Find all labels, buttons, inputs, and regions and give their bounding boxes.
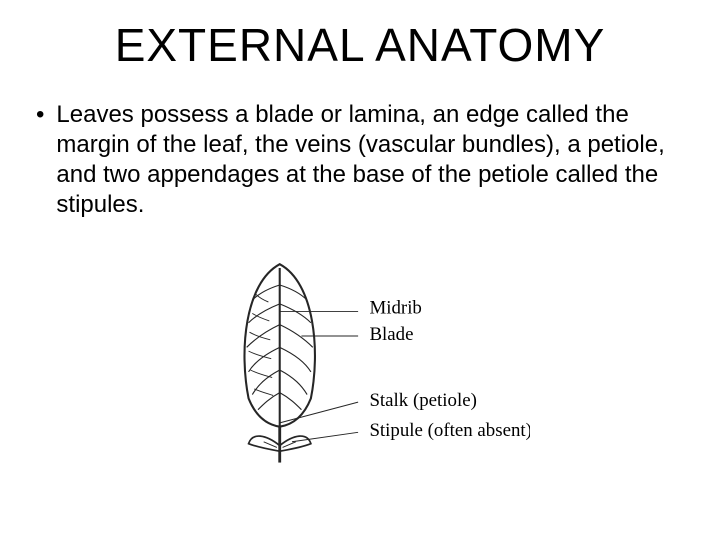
- leader-stipule: [292, 432, 358, 441]
- bullet-text: Leaves possess a blade or lamina, an edg…: [56, 100, 680, 220]
- leader-stalk: [280, 402, 358, 423]
- leaf-diagram: Midrib Blade Stalk (petiole) Stipule (of…: [190, 250, 530, 490]
- slide: EXTERNAL ANATOMY • Leaves possess a blad…: [0, 0, 720, 540]
- label-stalk: Stalk (petiole): [369, 390, 476, 411]
- slide-title: EXTERNAL ANATOMY: [0, 18, 720, 72]
- leaf-hatching: [249, 294, 274, 395]
- bullet-list: • Leaves possess a blade or lamina, an e…: [36, 100, 680, 220]
- stipule-left: [249, 436, 280, 451]
- label-stipule: Stipule (often absent): [369, 420, 530, 441]
- label-blade: Blade: [369, 324, 413, 345]
- label-midrib: Midrib: [369, 297, 421, 318]
- bullet-marker: •: [36, 100, 44, 130]
- stipule-right: [280, 436, 311, 451]
- bullet-item: • Leaves possess a blade or lamina, an e…: [36, 100, 680, 220]
